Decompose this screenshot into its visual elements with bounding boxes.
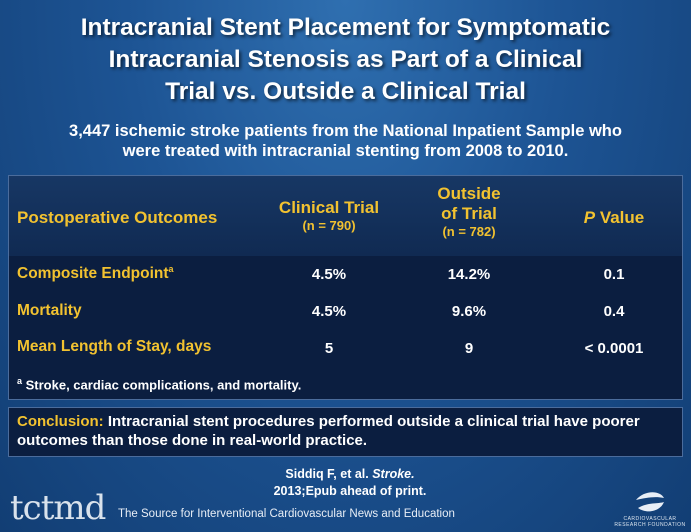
row-composite-outside: 14.2% bbox=[447, 266, 491, 283]
crf-logo-text: CARDIOVASCULAR RESEARCH FOUNDATION bbox=[614, 516, 686, 528]
conclusion-text: Intracranial stent procedures performed … bbox=[17, 413, 640, 449]
citation: Siddiq F, et al. Stroke. 2013;Epub ahead… bbox=[230, 466, 470, 500]
citation-line-2: 2013;Epub ahead of print. bbox=[273, 484, 427, 498]
row-stay-p: < 0.0001 bbox=[584, 340, 644, 357]
row-stay-outside: 9 bbox=[464, 340, 474, 357]
row-composite-label: Composite Endpointa bbox=[17, 264, 174, 283]
footnote-text: Stroke, cardiac complications, and morta… bbox=[22, 377, 302, 393]
title-line-2: Intracranial Stenosis as Part of a Clini… bbox=[108, 46, 583, 73]
title-line-3: Trial vs. Outside a Clinical Trial bbox=[165, 78, 526, 105]
title-line-1: Intracranial Stent Placement for Symptom… bbox=[80, 14, 611, 41]
header-outside-trial: Outside of Trial (n = 782) bbox=[409, 184, 529, 239]
table-header bbox=[9, 176, 682, 256]
row-composite-p: 0.1 bbox=[603, 266, 625, 283]
header-outcomes: Postoperative Outcomes bbox=[17, 208, 218, 227]
header-p-italic: P bbox=[583, 208, 596, 227]
outcomes-table: Postoperative Outcomes Clinical Trial (n… bbox=[8, 175, 683, 400]
row-mortality-outside: 9.6% bbox=[451, 303, 487, 320]
subtitle-line-2: were treated with intracranial stenting … bbox=[122, 142, 569, 160]
row-mortality-p: 0.4 bbox=[603, 303, 625, 320]
header-p-value: P Value bbox=[554, 208, 674, 228]
table-footnote: a Stroke, cardiac complications, and mor… bbox=[17, 376, 301, 392]
row-stay-clinical: 5 bbox=[324, 340, 334, 357]
conclusion-label: Conclusion: bbox=[17, 413, 104, 430]
header-outside-line1: Outside bbox=[437, 184, 501, 203]
tctmd-logo: tctmd bbox=[10, 488, 106, 528]
row-mortality-clinical: 4.5% bbox=[311, 303, 347, 320]
conclusion-box: Conclusion: Intracranial stent procedure… bbox=[8, 407, 683, 457]
row-composite-sup: a bbox=[168, 264, 174, 274]
row-stay-label: Mean Length of Stay, days bbox=[17, 338, 212, 355]
footnote-sup: a bbox=[17, 376, 23, 386]
header-p-rest: Value bbox=[595, 208, 645, 227]
footer-tagline: The Source for Interventional Cardiovasc… bbox=[118, 508, 455, 520]
row-composite-clinical: 4.5% bbox=[311, 266, 347, 283]
slide-subtitle: 3,447 ischemic stroke patients from the … bbox=[0, 121, 691, 161]
header-clinical-trial-n: (n = 790) bbox=[302, 218, 356, 233]
row-mortality-label: Mortality bbox=[17, 302, 82, 319]
crf-logo-icon bbox=[636, 492, 664, 512]
slide-title: Intracranial Stent Placement for Symptom… bbox=[0, 12, 691, 108]
header-clinical-trial-label: Clinical Trial bbox=[278, 198, 380, 217]
header-outside-n: (n = 782) bbox=[442, 224, 496, 239]
citation-authors: Siddiq F, et al. bbox=[285, 467, 373, 481]
row-composite-text: Composite Endpoint bbox=[17, 265, 169, 283]
subtitle-line-1: 3,447 ischemic stroke patients from the … bbox=[69, 122, 622, 140]
citation-line-1: Siddiq F, et al. Stroke. bbox=[230, 466, 470, 483]
header-clinical-trial: Clinical Trial (n = 790) bbox=[259, 198, 399, 233]
header-outside-line2: of Trial bbox=[441, 204, 497, 223]
citation-journal: Stroke. bbox=[372, 467, 415, 481]
